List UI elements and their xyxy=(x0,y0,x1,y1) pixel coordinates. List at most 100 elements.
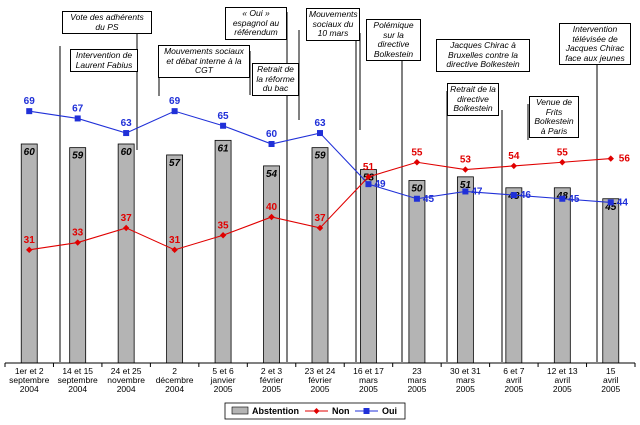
annotation-polemique-bolkestein: Polémique sur la directive Bolkestein xyxy=(366,19,421,61)
oui-label-1: 67 xyxy=(72,103,84,114)
abstention-bar-3 xyxy=(166,154,184,364)
non-label-5: 40 xyxy=(266,202,278,213)
legend-marker-non xyxy=(313,408,320,414)
abstention-label-3: 57 xyxy=(169,158,181,169)
abstention-bar-12 xyxy=(602,198,620,364)
x-tick-label-9: 30 et 31 mars 2005 xyxy=(450,366,481,394)
oui-point-11 xyxy=(559,195,566,202)
non-label-10: 54 xyxy=(508,151,520,162)
non-point-7 xyxy=(365,173,372,181)
oui-label-2: 63 xyxy=(121,118,133,129)
non-point-1 xyxy=(74,239,81,246)
non-label-2: 37 xyxy=(121,213,133,224)
oui-label-10: 46 xyxy=(520,190,532,201)
oui-point-3 xyxy=(171,108,178,115)
x-tick-label-8: 23 mars 2005 xyxy=(407,366,426,394)
oui-label-5: 60 xyxy=(266,129,278,140)
x-tick-label-11: 12 et 13 avril 2005 xyxy=(547,366,578,394)
oui-point-12 xyxy=(607,199,614,206)
x-tick-label-7: 16 et 17 mars 2005 xyxy=(353,366,384,394)
oui-point-4 xyxy=(220,122,227,129)
non-label-3: 31 xyxy=(169,235,181,246)
x-tick-label-10: 6 et 7 avril 2005 xyxy=(503,366,525,394)
legend-swatch-abstention xyxy=(231,406,249,415)
non-label-7: 51 xyxy=(363,162,375,173)
oui-point-7 xyxy=(365,181,372,188)
oui-point-1 xyxy=(74,115,81,122)
abstention-bar-2 xyxy=(117,143,135,364)
oui-label-7: 49 xyxy=(374,179,386,190)
x-tick-label-5: 2 et 3 février 2005 xyxy=(260,366,284,394)
abstention-bar-9 xyxy=(456,176,474,364)
x-tick-label-6: 23 et 24 février 2005 xyxy=(305,366,336,394)
abstention-label-5: 54 xyxy=(266,169,278,180)
oui-label-0: 69 xyxy=(24,96,36,107)
non-point-5 xyxy=(268,213,275,221)
non-point-9 xyxy=(462,166,469,173)
oui-point-9 xyxy=(462,188,469,195)
oui-point-8 xyxy=(413,195,420,202)
non-label-9: 53 xyxy=(460,155,472,166)
abstention-bar-7 xyxy=(360,169,377,364)
annotation-vote-ps: Vote des adhérents du PS xyxy=(62,11,152,34)
non-label-1: 33 xyxy=(72,228,84,239)
oui-label-4: 65 xyxy=(218,111,230,122)
annotation-oui-espagnol: « Oui » espagnol au référendum xyxy=(225,7,287,40)
annotation-cgt: Mouvements sociaux et débat interne à la… xyxy=(158,45,250,78)
abstention-bar-6 xyxy=(311,147,329,364)
non-label-11: 55 xyxy=(557,147,569,158)
legend-marker-oui xyxy=(363,408,370,414)
annotation-retrait-bolkestein: Retrait de la directive Bolkestein xyxy=(447,83,499,116)
abstention-bar-0 xyxy=(20,143,38,364)
oui-label-6: 63 xyxy=(314,118,326,129)
abstention-label-2: 60 xyxy=(121,147,133,158)
oui-point-6 xyxy=(317,130,323,137)
abstention-label-8: 50 xyxy=(411,184,423,195)
x-tick-label-12: 15 avril 2005 xyxy=(601,366,620,394)
oui-point-0 xyxy=(26,108,33,115)
legend-label-oui: Oui xyxy=(382,406,397,416)
non-point-0 xyxy=(26,246,33,254)
abstention-label-0: 60 xyxy=(24,147,36,158)
non-point-6 xyxy=(316,224,324,232)
non-label-4: 35 xyxy=(218,220,230,231)
x-tick-label-2: 24 et 25 novembre 2004 xyxy=(107,366,145,394)
non-point-3 xyxy=(171,246,178,254)
oui-label-9: 47 xyxy=(471,186,483,197)
annotation-reforme-bac: Retrait de la réforme du bac xyxy=(252,63,299,96)
annotation-chirac-bruxelles: Jacques Chirac à Bruxelles contre la dir… xyxy=(436,39,530,72)
abstention-label-6: 59 xyxy=(314,151,326,162)
oui-point-10 xyxy=(510,192,517,199)
annotation-chirac-jeunes: Intervention télévisée de Jacques Chirac… xyxy=(559,23,631,65)
non-label-0: 31 xyxy=(24,235,36,246)
abstention-label-9: 51 xyxy=(460,180,472,191)
annotation-mouvements-10-mars: Mouvements sociaux du 10 mars xyxy=(306,8,360,41)
oui-label-12: 44 xyxy=(617,197,629,208)
annotation-fabius: Intervention de Laurent Fabius xyxy=(70,49,138,72)
abstention-label-4: 61 xyxy=(218,143,230,154)
non-point-11 xyxy=(559,159,566,166)
non-point-4 xyxy=(219,232,227,239)
oui-label-3: 69 xyxy=(169,96,181,107)
x-tick-label-1: 14 et 15 septembre 2004 xyxy=(58,366,98,394)
abstention-bar-5 xyxy=(263,165,280,364)
abstention-bar-10 xyxy=(505,187,523,364)
non-point-2 xyxy=(122,224,130,232)
abstention-bar-8 xyxy=(408,180,426,364)
abstention-label-1: 59 xyxy=(72,151,84,162)
abstention-label-12: 45 xyxy=(604,202,617,213)
non-point-8 xyxy=(413,159,421,166)
x-tick-label-3: 2 décembre 2004 xyxy=(156,366,194,394)
x-tick-label-4: 5 et 6 janvier 2005 xyxy=(210,366,236,394)
annotation-venue-bolkestein: Venue de Frits Bolkestein à Paris xyxy=(529,96,579,138)
non-label-12: 56 xyxy=(619,154,631,165)
non-label-8: 55 xyxy=(411,147,423,158)
legend-label-non: Non xyxy=(332,406,350,416)
abstention-bar-4 xyxy=(214,139,232,364)
oui-point-2 xyxy=(123,130,130,137)
non-point-12 xyxy=(607,155,614,162)
oui-point-5 xyxy=(268,141,275,147)
x-tick-label-0: 1er et 2 septembre 2004 xyxy=(9,366,49,394)
